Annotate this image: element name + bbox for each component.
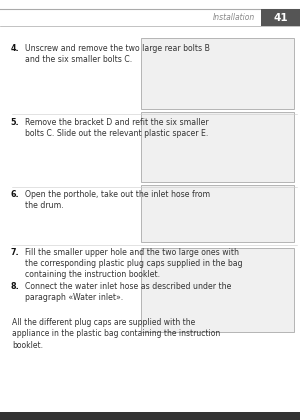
Text: 5.: 5. bbox=[11, 118, 19, 127]
Text: 6.: 6. bbox=[11, 190, 19, 199]
Text: 41: 41 bbox=[273, 13, 288, 23]
Text: Open the porthole, take out the inlet hose from
the drum.: Open the porthole, take out the inlet ho… bbox=[25, 190, 210, 210]
Text: 8.: 8. bbox=[11, 282, 19, 291]
Text: 7.: 7. bbox=[11, 248, 19, 257]
Text: Unscrew and remove the two large rear bolts B
and the six smaller bolts C.: Unscrew and remove the two large rear bo… bbox=[25, 44, 210, 64]
Bar bbox=[141, 112, 294, 182]
Bar bbox=[141, 185, 294, 242]
Text: Fill the smaller upper hole and the two large ones with
the corresponding plasti: Fill the smaller upper hole and the two … bbox=[25, 248, 242, 279]
Text: Installation: Installation bbox=[213, 13, 255, 22]
Text: 4.: 4. bbox=[11, 44, 19, 53]
Bar bbox=[261, 9, 300, 26]
Text: Remove the bracket D and refit the six smaller
bolts C. Slide out the relevant p: Remove the bracket D and refit the six s… bbox=[25, 118, 208, 138]
Text: All the different plug caps are supplied with the
appliance in the plastic bag c: All the different plug caps are supplied… bbox=[12, 318, 220, 349]
Bar bbox=[0, 412, 300, 420]
Bar bbox=[141, 248, 294, 332]
Text: Connect the water inlet hose as described under the
paragraph «Water inlet».: Connect the water inlet hose as describe… bbox=[25, 282, 231, 302]
Bar bbox=[141, 38, 294, 109]
